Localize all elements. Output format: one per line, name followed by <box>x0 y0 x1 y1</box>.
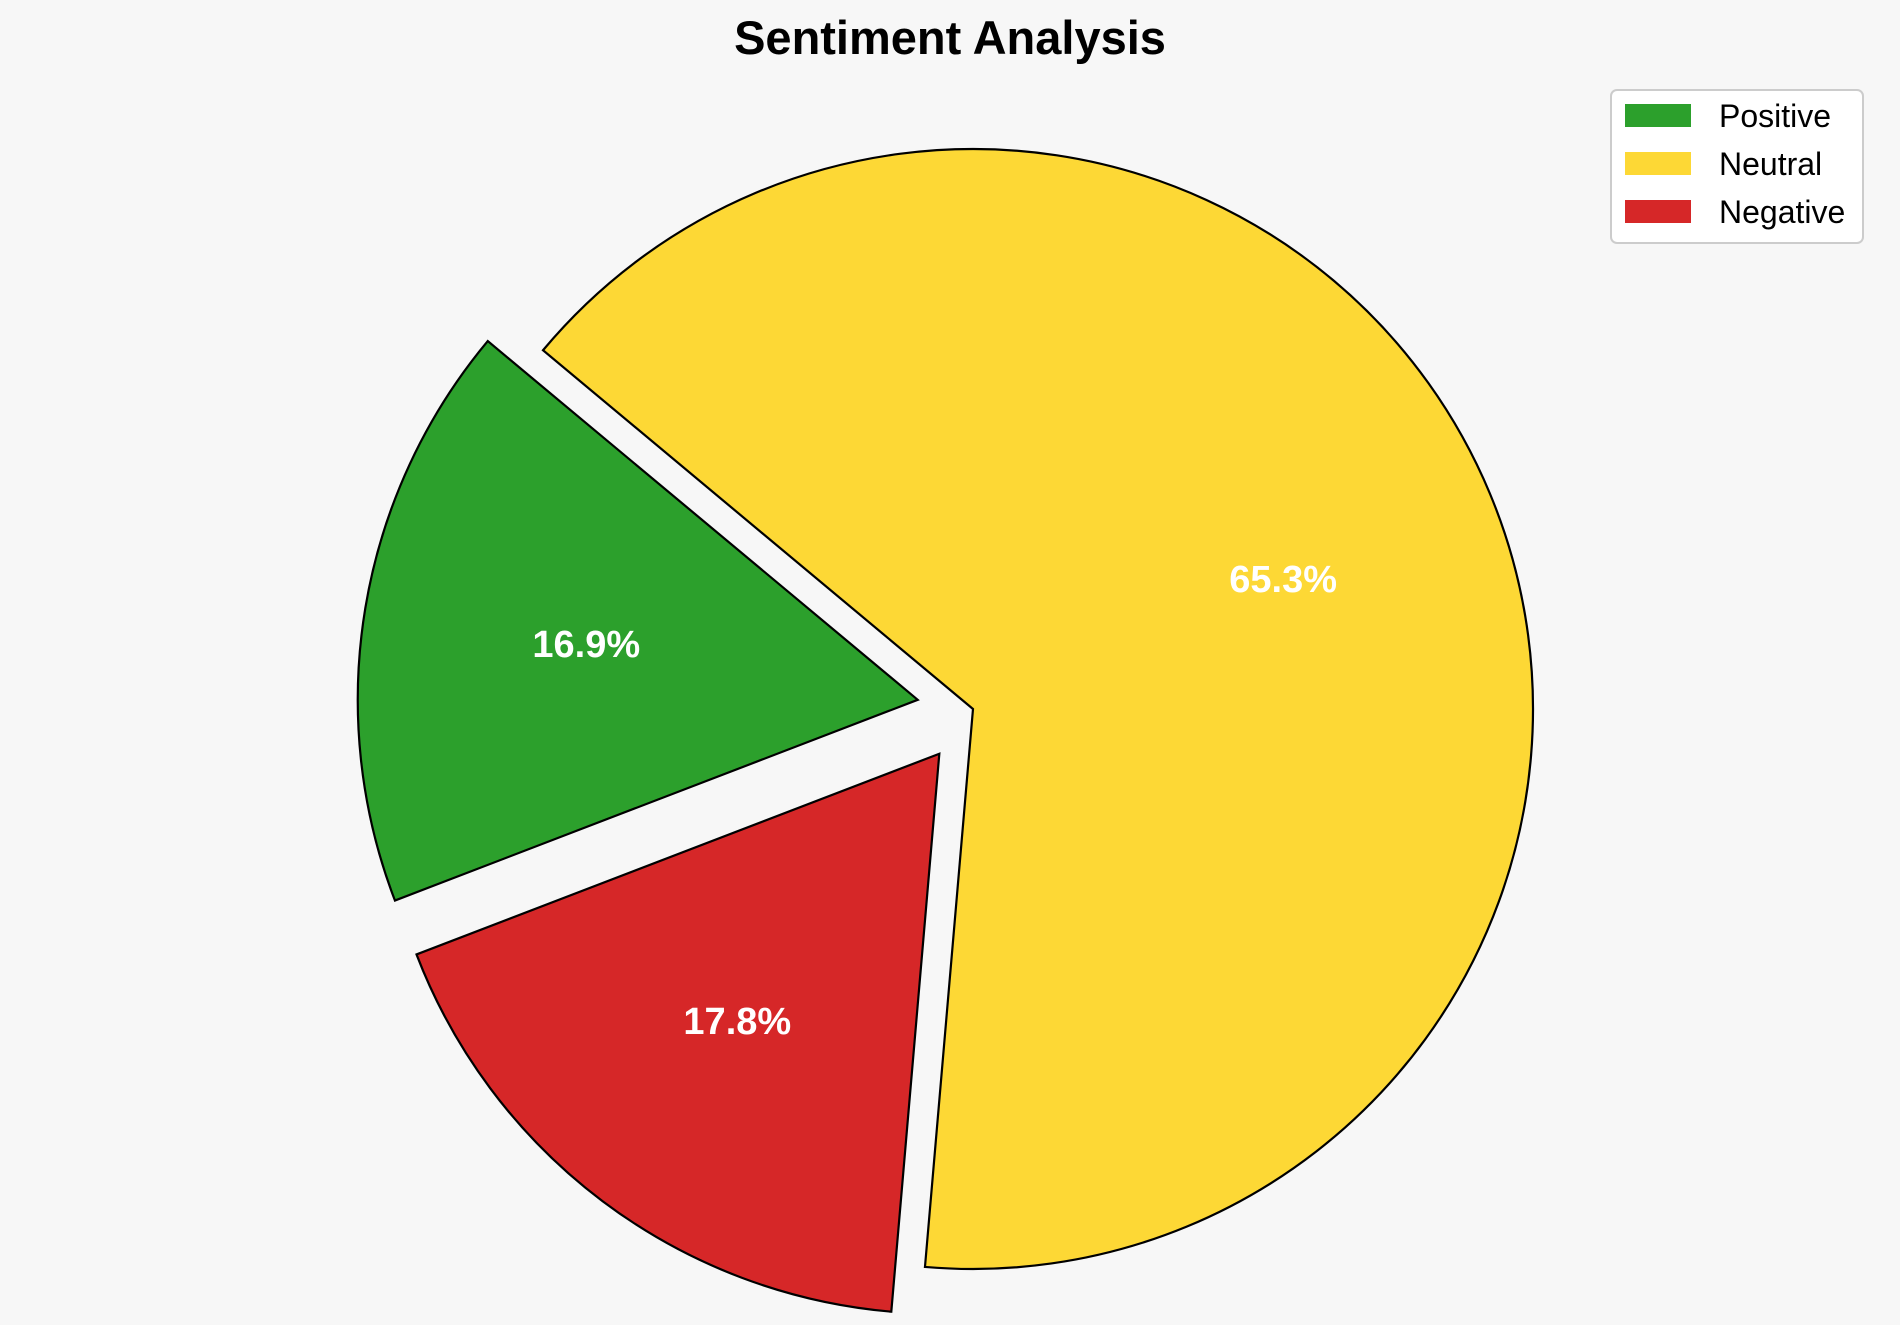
pie-label-positive: 16.9% <box>532 624 640 666</box>
pie-slice-positive <box>356 339 920 902</box>
legend-items: Positive Neutral Negative <box>1625 98 1845 230</box>
pie-slice-neutral <box>541 147 1535 1271</box>
legend-swatch-positive <box>1625 104 1691 127</box>
legend-label-negative: Negative <box>1719 194 1845 230</box>
legend-label-positive: Positive <box>1719 98 1831 134</box>
legend-swatch-negative <box>1625 200 1691 223</box>
legend-swatch-neutral <box>1625 152 1691 175</box>
pie-label-negative: 17.8% <box>683 1001 791 1043</box>
pie-slices <box>356 147 1535 1313</box>
legend: Positive Neutral Negative <box>1610 89 1864 244</box>
pie-slice-negative <box>415 752 941 1313</box>
pie-labels: 16.9% 65.3% 17.8% <box>532 559 1337 1043</box>
chart-title: Sentiment Analysis <box>734 11 1166 64</box>
pie-label-neutral: 65.3% <box>1229 559 1337 601</box>
legend-label-neutral: Neutral <box>1719 146 1822 182</box>
